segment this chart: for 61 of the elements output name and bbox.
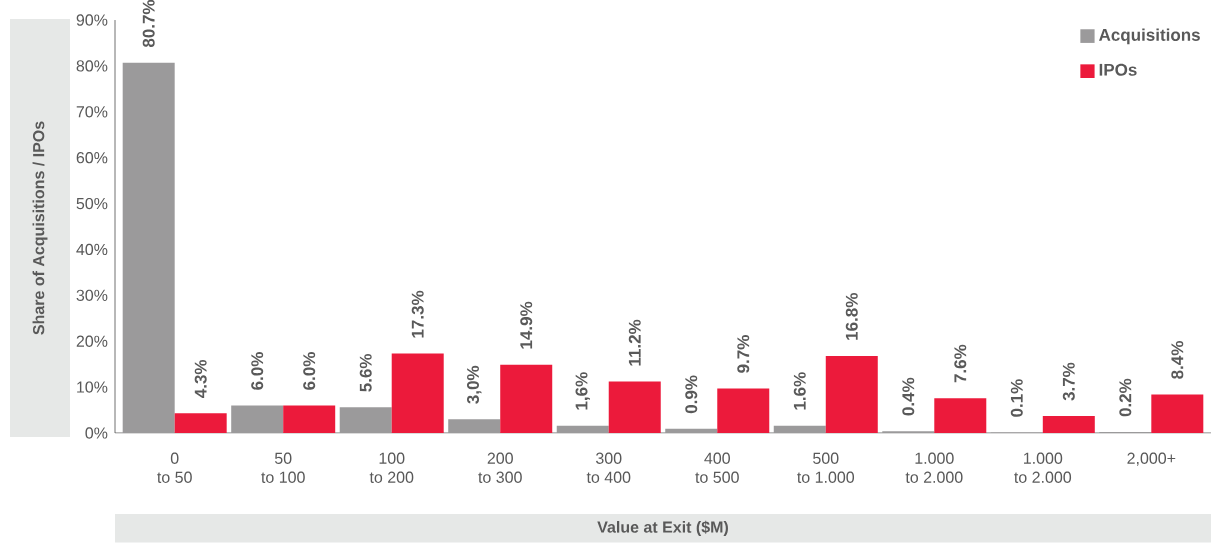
bar: [665, 428, 718, 433]
y-tick-label: 80%: [76, 60, 108, 72]
data-label: 0.4%: [902, 377, 915, 416]
y-tick-label: 30%: [76, 289, 108, 302]
bar: [448, 419, 501, 433]
bar: [608, 381, 661, 433]
bar: [1151, 394, 1204, 433]
x-tick-label: 1.000 to 2.000: [1014, 452, 1072, 483]
data-label: 0.1%: [1010, 379, 1023, 417]
data-label: 6.0%: [251, 352, 264, 390]
data-label: 80.7%: [142, 0, 155, 48]
bar: [500, 364, 553, 433]
data-label: 1,6%: [575, 372, 590, 410]
bar: [717, 388, 770, 433]
x-tick-label: 200 to 300: [478, 452, 522, 483]
bar: [825, 355, 878, 433]
bar: [174, 413, 227, 433]
y-tick-label: 90%: [76, 14, 108, 26]
x-tick-label: 400 to 500: [695, 452, 739, 483]
data-label: 3.7%: [1062, 362, 1075, 401]
bar: [283, 405, 336, 433]
y-tick-label: 70%: [76, 106, 108, 118]
bar: [231, 405, 284, 433]
y-tick-label: 50%: [76, 197, 108, 210]
data-label: 9.7%: [737, 335, 750, 373]
bar: [934, 398, 987, 433]
data-label: 7.6%: [954, 344, 967, 383]
data-label: 0.2%: [1119, 378, 1132, 417]
x-tick-label: 50 to 100: [261, 452, 305, 483]
data-label: 17.3%: [411, 290, 424, 338]
data-label: 4.3%: [194, 359, 207, 398]
data-label: 0.9%: [685, 375, 698, 414]
x-tick-label: 300 to 400: [586, 452, 631, 483]
data-label: 16.8%: [845, 293, 858, 340]
y-tick-label: 20%: [76, 335, 108, 347]
y-tick-label: 60%: [76, 152, 108, 164]
legend-label: Acquisitions: [1099, 28, 1200, 45]
y-tick-label: 10%: [77, 381, 108, 393]
data-label: 5.6%: [359, 353, 372, 392]
data-label: 11.2%: [628, 319, 641, 366]
x-axis-title: Value at Exit ($M): [597, 520, 728, 536]
bar: [773, 425, 826, 433]
x-tick-label: 500 to 1.000: [797, 452, 855, 483]
y-tick-label: 0%: [85, 427, 108, 439]
x-tick-label: 0 to 50: [157, 452, 192, 483]
bar: [391, 353, 444, 433]
data-label: 1.6%: [793, 372, 806, 410]
y-tick-label: 40%: [76, 243, 108, 256]
x-tick-label: 2,000+: [1127, 452, 1176, 466]
data-label: 3,0%: [466, 365, 482, 404]
data-label: 14.9%: [520, 301, 533, 349]
legend-label: IPOs: [1099, 63, 1137, 76]
bar: [122, 62, 175, 433]
x-tick-label: 100 to 200: [369, 452, 414, 483]
data-label: 8.4%: [1171, 341, 1184, 379]
data-label: 6.0%: [303, 352, 316, 390]
bar: [1042, 416, 1095, 433]
y-axis-title: Share of Acquisitions / IPOs: [32, 121, 48, 335]
bar: [339, 407, 392, 433]
bar: [556, 425, 609, 433]
x-tick-label: 1.000 to 2.000: [905, 452, 963, 483]
